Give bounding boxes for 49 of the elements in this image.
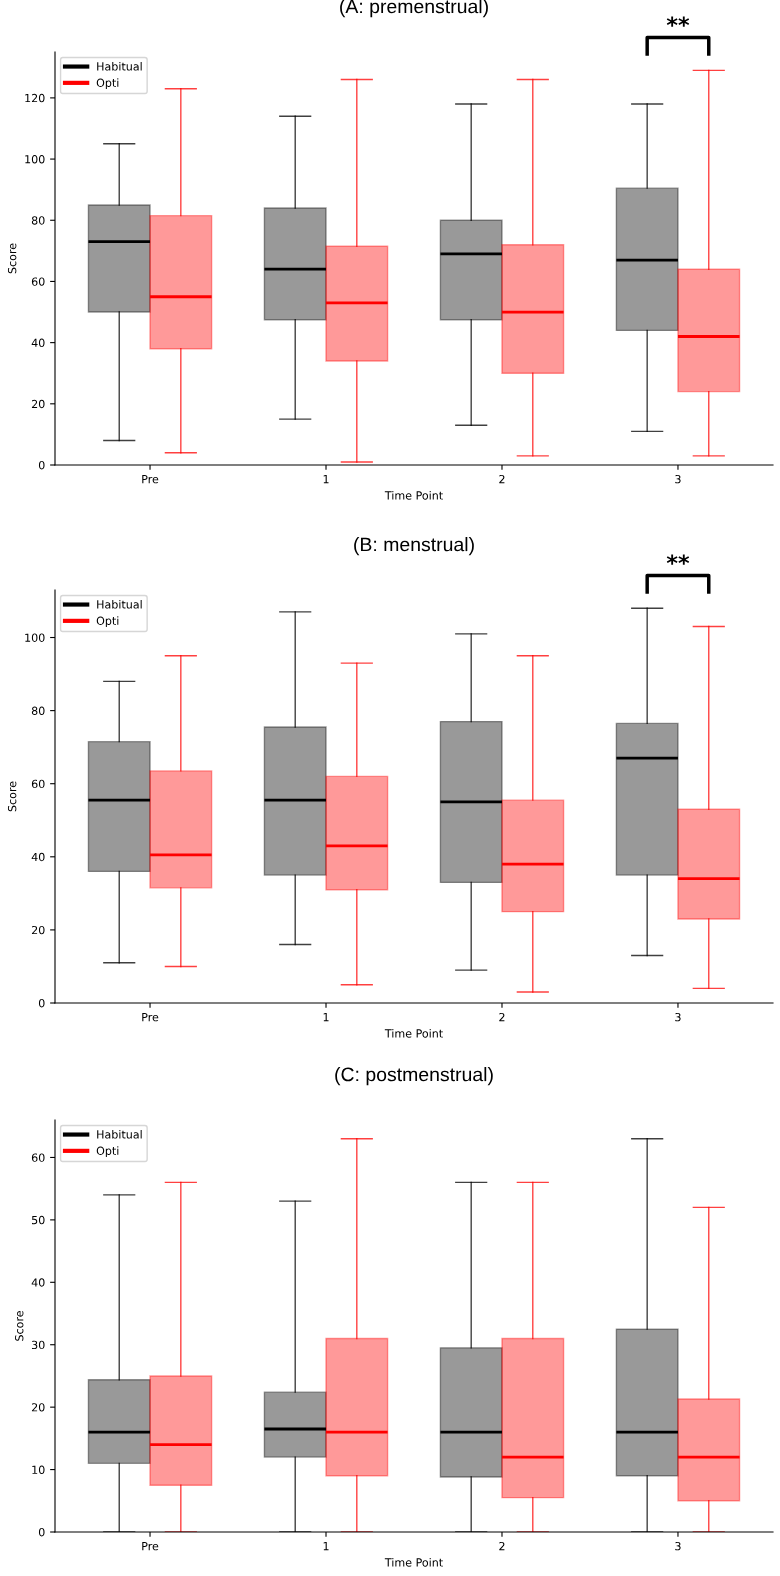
y-tick-label: 100 bbox=[25, 155, 45, 164]
text: ** bbox=[666, 554, 690, 565]
chart-title: (B: menstrual) bbox=[354, 537, 474, 556]
x-tick-label: 1 bbox=[323, 1542, 329, 1551]
y-tick-label: 20 bbox=[31, 399, 45, 409]
y-tick-label: 0 bbox=[38, 1527, 45, 1537]
x-axis-title: Time Point bbox=[384, 1558, 443, 1567]
legend-label: Opti bbox=[96, 616, 119, 628]
x-tick-label: 2 bbox=[499, 474, 505, 484]
x-tick-label: 1 bbox=[323, 1013, 329, 1022]
chart-title: (A: premenstrual) bbox=[340, 0, 488, 18]
y-tick-label: 40 bbox=[31, 338, 45, 348]
y-tick-label: 0 bbox=[38, 460, 45, 470]
y-tick-label: 120 bbox=[25, 93, 45, 103]
y-tick-label: 10 bbox=[32, 1465, 45, 1474]
x-tick-label: 3 bbox=[675, 474, 681, 484]
y-tick-label: 60 bbox=[31, 277, 45, 286]
x-tick-label: Pre bbox=[142, 1013, 159, 1022]
y-tick-label: 40 bbox=[31, 852, 45, 862]
y-tick-label: 40 bbox=[31, 1278, 45, 1287]
legend-label: Opti bbox=[96, 1146, 119, 1158]
x-tick-label: 3 bbox=[675, 1012, 681, 1022]
legend-label: Habitual bbox=[97, 600, 142, 609]
y-tick-label: 30 bbox=[31, 1340, 45, 1350]
y-tick-label: 50 bbox=[32, 1215, 45, 1225]
text: ** bbox=[666, 16, 690, 27]
y-tick-label: 80 bbox=[31, 706, 45, 715]
legend-label: Opti bbox=[96, 78, 119, 90]
x-axis-title: Time Point bbox=[384, 491, 443, 500]
y-tick-label: 20 bbox=[31, 925, 45, 935]
y-axis-title: Score bbox=[7, 781, 17, 812]
x-tick-label: 2 bbox=[499, 1541, 505, 1551]
y-axis-title: Score bbox=[15, 1311, 24, 1341]
x-axis-title: Time Point bbox=[384, 1029, 443, 1038]
x-tick-label: 3 bbox=[675, 1541, 681, 1551]
legend-label: Habitual bbox=[97, 1130, 142, 1139]
x-tick-label: 2 bbox=[499, 1012, 505, 1022]
x-tick-label: 1 bbox=[323, 475, 329, 484]
y-tick-label: 60 bbox=[31, 1153, 45, 1162]
legend-label: Habitual bbox=[97, 62, 142, 71]
chart-title: (C: postmenstrual) bbox=[335, 1067, 493, 1086]
y-tick-label: 80 bbox=[31, 216, 45, 225]
y-tick-label: 60 bbox=[31, 779, 45, 789]
y-tick-label: 100 bbox=[25, 633, 45, 642]
y-tick-label: 0 bbox=[38, 998, 45, 1008]
y-axis-title: Score bbox=[7, 243, 17, 274]
x-tick-label: Pre bbox=[142, 1542, 159, 1551]
x-tick-label: Pre bbox=[142, 475, 159, 484]
y-tick-label: 20 bbox=[31, 1403, 45, 1412]
